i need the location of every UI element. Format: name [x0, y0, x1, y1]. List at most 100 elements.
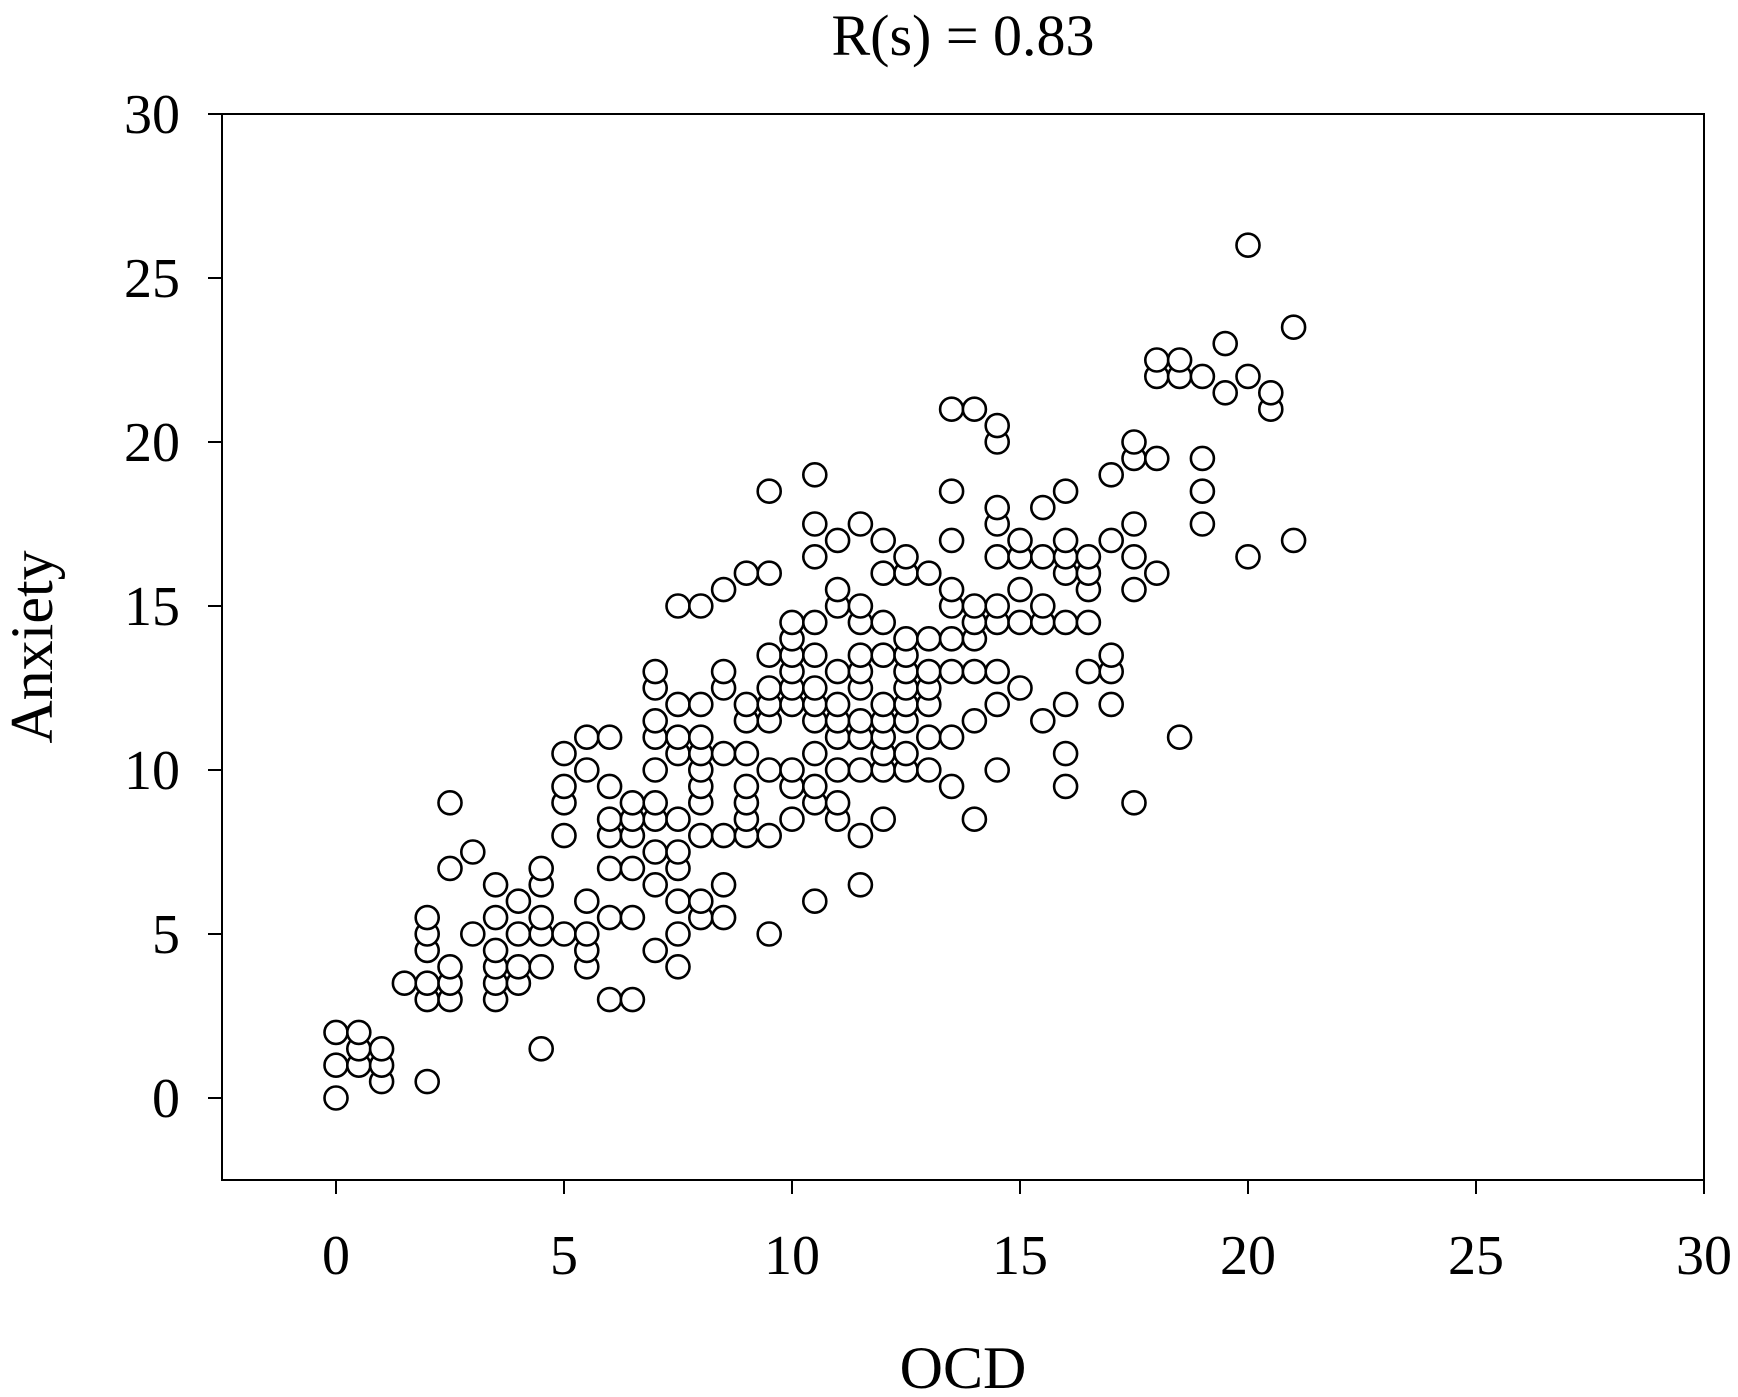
- x-tick-label: 20: [1220, 1225, 1276, 1287]
- data-point: [824, 527, 851, 554]
- data-point: [1052, 527, 1079, 554]
- x-axis-title: OCD: [900, 1335, 1027, 1397]
- data-point: [779, 806, 805, 833]
- data-point: [368, 1036, 395, 1062]
- data-point: [573, 921, 600, 947]
- data-point: [893, 740, 919, 767]
- data-point: [505, 888, 532, 915]
- data-point: [619, 986, 646, 1013]
- data-point: [938, 658, 965, 685]
- data-point: [414, 1068, 441, 1095]
- data-point: [482, 871, 509, 898]
- data-point: [1235, 232, 1261, 258]
- data-point: [824, 576, 851, 603]
- data-point: [961, 707, 988, 734]
- data-point: [596, 986, 623, 1013]
- data-point: [801, 888, 828, 915]
- data-point: [1052, 609, 1079, 636]
- data-point: [1258, 379, 1284, 406]
- data-point: [801, 461, 828, 488]
- data-point: [710, 740, 737, 767]
- data-point: [756, 478, 783, 505]
- data-point: [870, 609, 897, 636]
- data-point: [551, 921, 577, 947]
- data-point: [733, 691, 760, 718]
- data-point: [642, 757, 669, 783]
- data-point: [665, 806, 691, 833]
- data-point: [756, 560, 783, 587]
- data-point: [824, 658, 851, 685]
- data-point: [1075, 609, 1102, 636]
- data-point: [596, 806, 623, 833]
- x-tick-label: 5: [550, 1225, 578, 1287]
- data-point: [870, 527, 897, 554]
- data-point: [323, 1052, 349, 1078]
- data-point: [824, 691, 851, 718]
- data-point: [1189, 363, 1216, 390]
- data-point: [756, 822, 783, 849]
- data-point: [1166, 347, 1193, 373]
- data-point: [665, 953, 691, 980]
- data-point: [1189, 511, 1216, 537]
- y-tick-label: 20: [124, 412, 180, 474]
- data-point: [961, 396, 988, 423]
- data-point: [573, 724, 600, 751]
- data-point: [847, 642, 874, 669]
- data-point: [1189, 445, 1216, 472]
- data-point: [551, 740, 577, 767]
- data-point: [642, 707, 669, 734]
- data-point: [459, 921, 486, 947]
- data-point: [1235, 543, 1261, 570]
- data-point: [596, 904, 623, 931]
- data-point: [915, 625, 942, 652]
- data-point: [482, 904, 509, 931]
- data-point: [528, 855, 555, 882]
- data-point: [345, 1019, 372, 1046]
- data-point: [847, 707, 874, 734]
- data-point: [1007, 609, 1033, 636]
- data-point: [870, 806, 897, 833]
- y-tick-label: 10: [124, 740, 180, 802]
- data-point: [756, 921, 783, 947]
- data-point: [573, 757, 600, 783]
- data-point: [847, 871, 874, 898]
- data-point: [1280, 314, 1307, 341]
- data-point: [1030, 543, 1056, 570]
- data-point: [642, 789, 669, 816]
- data-point: [984, 494, 1011, 521]
- data-point: [870, 691, 897, 718]
- data-point: [1007, 576, 1033, 603]
- data-point: [1052, 740, 1079, 767]
- data-point: [779, 757, 805, 783]
- data-point: [665, 691, 691, 718]
- data-point: [710, 871, 737, 898]
- data-point: [1098, 527, 1124, 554]
- data-point: [938, 625, 965, 652]
- data-point: [756, 642, 783, 669]
- x-tick-label: 0: [322, 1225, 350, 1287]
- data-point: [1030, 707, 1056, 734]
- data-point: [437, 953, 463, 980]
- data-point: [915, 658, 942, 685]
- data-point: [915, 560, 942, 587]
- data-point: [665, 724, 691, 751]
- y-tick-label: 25: [124, 248, 180, 310]
- data-point: [687, 888, 714, 915]
- data-point: [1075, 543, 1102, 570]
- data-point: [984, 593, 1011, 619]
- data-point: [1144, 347, 1170, 373]
- data-point: [1052, 773, 1079, 800]
- data-point: [323, 1085, 349, 1111]
- data-point: [1121, 576, 1147, 603]
- data-point: [801, 740, 828, 767]
- data-point: [984, 543, 1011, 570]
- data-point: [528, 1036, 555, 1062]
- x-tick-label: 30: [1676, 1225, 1732, 1287]
- data-point: [642, 658, 669, 685]
- data-point: [437, 855, 463, 882]
- data-point: [596, 855, 623, 882]
- data-point: [824, 757, 851, 783]
- data-point: [984, 757, 1011, 783]
- data-point: [1007, 675, 1033, 701]
- data-point: [710, 658, 737, 685]
